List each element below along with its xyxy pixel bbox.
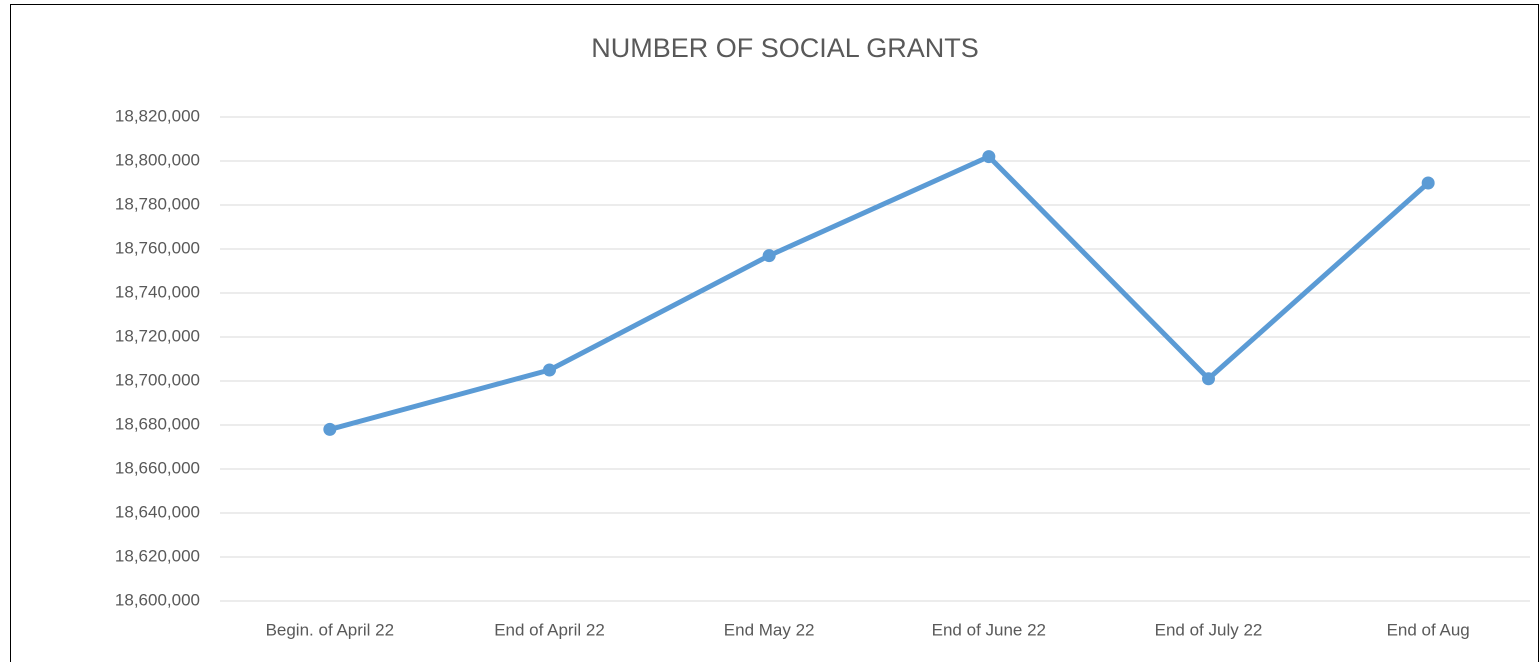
x-tick-label: End of April 22	[494, 620, 605, 639]
y-tick-label: 18,660,000	[115, 458, 200, 477]
data-point	[323, 422, 337, 436]
y-tick-label: 18,800,000	[115, 150, 200, 169]
y-tick-label: 18,600,000	[115, 590, 200, 609]
data-point	[543, 363, 556, 377]
x-tick-label: End May 22	[724, 620, 815, 639]
data-point	[1202, 372, 1215, 386]
y-tick-label: 18,700,000	[115, 370, 200, 389]
y-tick-label: 18,740,000	[115, 282, 200, 301]
x-tick-label: End of June 22	[932, 620, 1046, 639]
y-tick-label: 18,720,000	[115, 326, 200, 345]
data-point	[982, 150, 996, 164]
x-tick-label: Begin. of April 22	[266, 620, 395, 639]
y-tick-label: 18,680,000	[115, 414, 200, 433]
y-tick-label: 18,640,000	[115, 502, 200, 521]
y-tick-label: 18,780,000	[115, 194, 200, 213]
y-tick-label: 18,820,000	[115, 106, 200, 125]
chart-title: NUMBER OF SOCIAL GRANTS	[591, 33, 979, 63]
series-line	[329, 154, 1430, 432]
y-tick-label: 18,620,000	[115, 546, 200, 565]
x-tick-label: End of Aug	[1387, 620, 1470, 639]
x-tick-label: End of July 22	[1155, 620, 1263, 639]
data-point	[1421, 176, 1435, 190]
chart-frame	[10, 4, 1539, 662]
y-tick-label: 18,760,000	[115, 238, 200, 257]
data-point	[762, 249, 776, 263]
